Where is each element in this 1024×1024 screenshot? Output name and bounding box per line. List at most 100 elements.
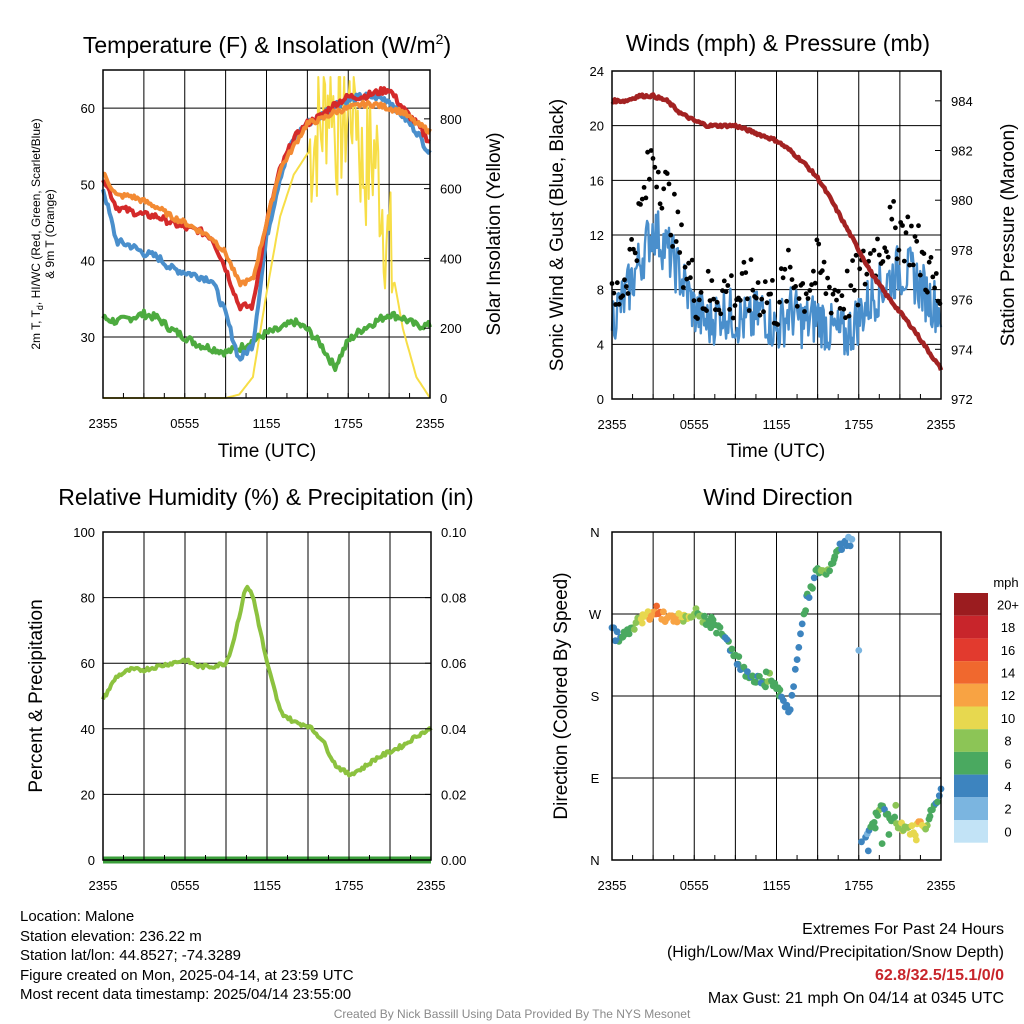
- wind-gust-point: [770, 278, 775, 283]
- wind-gust-point: [634, 258, 640, 264]
- x-tick-label: 0555: [680, 878, 709, 893]
- wind-direction-point: [833, 548, 840, 555]
- wind-gust-point: [903, 230, 909, 236]
- humidity-axis-ticks: 2355 0555 1155 1755 2355 0 20 40 60 80 100 0.00 0.02…: [73, 525, 466, 893]
- y2-tick-label: 974: [951, 342, 973, 357]
- wind-direction-point: [810, 574, 818, 582]
- wind-direction-point: [795, 644, 803, 651]
- extremes-heading: Extremes For Past 24 Hours: [802, 921, 1004, 938]
- wind-gust-point: [917, 272, 923, 278]
- wind-gust-point: [910, 262, 916, 268]
- y-tick-label: 60: [81, 656, 95, 671]
- wind-gust-point: [679, 222, 684, 228]
- wind-direction-point: [728, 645, 736, 653]
- wind-gust-point: [720, 288, 725, 294]
- wind-direction-point: [845, 533, 852, 541]
- y2-tick-label: 400: [440, 251, 462, 266]
- wind-direction-point: [934, 798, 941, 806]
- wind-gust-point: [739, 271, 745, 276]
- wind-gust-point: [857, 266, 863, 272]
- wind-gust-point: [745, 296, 750, 302]
- wind-gust-point: [928, 255, 934, 260]
- winds-series: [609, 92, 944, 371]
- humidity-y-axis-label: Percent & Precipitation: [26, 599, 47, 792]
- svg-text:2m T, Td, HI/WC (Red, Green, S: 2m T, Td, HI/WC (Red, Green, Scarlet/Blu…: [29, 118, 45, 349]
- wind-direction-point: [858, 838, 865, 846]
- speed-legend-title: mph: [993, 575, 1018, 590]
- wind-gust-point: [896, 247, 902, 253]
- wind-gust-point: [631, 246, 636, 252]
- y-tick-label: 0: [88, 853, 95, 868]
- wind-direction-point: [625, 630, 633, 638]
- wind-gust-point: [811, 268, 816, 274]
- y2-tick-label: 984: [951, 94, 973, 109]
- wind-gust-point: [855, 302, 861, 308]
- wind-gust-point: [713, 307, 718, 313]
- wind-gust-point: [620, 293, 626, 299]
- station-elevation: Station elevation: 236.22 m: [20, 927, 202, 945]
- wind-gust-point: [629, 237, 634, 242]
- y2-tick-label: 980: [951, 193, 973, 208]
- wind-direction-point: [791, 665, 799, 673]
- wind-gust-point: [648, 148, 654, 153]
- wind-direction-point: [892, 801, 900, 809]
- winds-x-axis-label: Time (UTC): [727, 441, 826, 462]
- wind-direction-point: [778, 693, 785, 701]
- legend-swatch: [954, 661, 988, 684]
- wind-gust-point: [650, 156, 656, 161]
- wind-gust-point: [900, 223, 905, 228]
- x-tick-label: 0555: [171, 878, 200, 893]
- legend-swatch: [954, 820, 988, 843]
- wind-gust-point: [830, 291, 836, 297]
- wind-direction-point: [762, 668, 770, 676]
- wind-gust-point: [643, 195, 649, 201]
- x-tick-label: 0555: [680, 417, 709, 432]
- wind-gust-point: [812, 280, 818, 286]
- wind-gust-point: [746, 308, 752, 313]
- wind-gust-point: [670, 244, 675, 249]
- winds-panel: Winds (mph) & Pressure (mb) 2355 0555 1155…: [547, 30, 1019, 462]
- x-tick-label: 2355: [89, 416, 118, 431]
- y-tick-label: 4: [597, 337, 604, 352]
- wind-gust-point: [846, 313, 852, 319]
- wind-direction-point: [612, 637, 619, 645]
- y-tick-label: 60: [81, 101, 95, 116]
- wind-gust-point: [729, 273, 734, 279]
- wind-direction-panel: Wind Direction 2355 0555 1155 1755 2355 N E S W N…: [551, 484, 1019, 893]
- y2-tick-label: 0.04: [441, 722, 466, 737]
- wind-direction-point: [864, 847, 872, 855]
- wind-direction-point: [906, 831, 914, 838]
- speed-legend: 20+ 18 16 14 12 10 8 6 4 2 0: [954, 593, 1019, 843]
- wind-gust-point: [844, 268, 850, 274]
- wind-direction-point: [846, 542, 854, 550]
- wind-gust-point: [684, 276, 690, 282]
- wind-gust-point: [933, 271, 939, 276]
- wind-gust-point: [803, 291, 809, 297]
- y-tick-label: 20: [590, 119, 604, 134]
- wind-gust-point: [885, 254, 891, 260]
- wind-direction-point: [929, 806, 936, 814]
- wind-gust-point: [893, 225, 898, 231]
- wind-gust-point: [625, 291, 631, 296]
- relative-humidity-line: [101, 584, 433, 778]
- legend-label: 6: [1004, 756, 1011, 771]
- wind-gust-point: [704, 308, 709, 313]
- wind-direction-y-axis-label: Direction (Colored By Speed): [551, 572, 572, 819]
- wind-gust-point: [748, 257, 754, 262]
- wind-gust-point: [668, 232, 674, 238]
- wind-direction-point: [874, 812, 881, 819]
- dewpoint-line: [101, 308, 432, 372]
- y2-tick-label: 982: [951, 144, 973, 159]
- wind-gust-point: [850, 258, 855, 263]
- y2-tick-label: 972: [951, 392, 973, 407]
- insolation-y-axis-label: Solar Insolation (Yellow): [484, 132, 505, 335]
- wind-gust-point: [809, 282, 814, 288]
- wind-gust-point: [716, 307, 722, 313]
- wind-direction-point: [723, 636, 731, 643]
- wind-gust-point: [907, 262, 912, 268]
- y2-tick-label: 0.00: [441, 853, 466, 868]
- wind-gust-point: [778, 266, 784, 272]
- wind-gust-point: [768, 291, 773, 297]
- wind-gust-point: [914, 238, 920, 244]
- y2-tick-label: 976: [951, 293, 973, 308]
